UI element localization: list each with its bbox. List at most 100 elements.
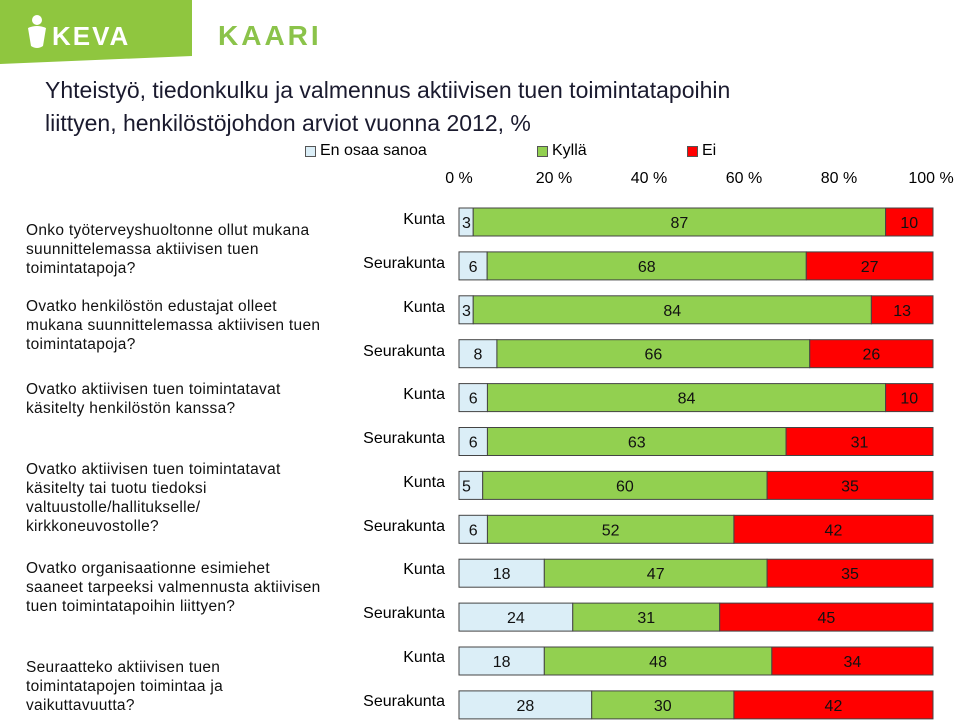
header-graphic: KEVA KAARI <box>0 0 960 64</box>
data-label: 35 <box>841 566 859 583</box>
bar-segment-kylla <box>591 690 735 720</box>
data-label: 18 <box>493 654 511 671</box>
legend: En osaa sanoa Kyllä Ei <box>0 142 960 162</box>
data-label: 66 <box>644 347 662 364</box>
row-label: Kunta <box>403 386 445 403</box>
bar-segment-kylla <box>486 383 887 413</box>
row-label: Seurakunta <box>363 430 445 447</box>
data-label: 5 <box>462 478 471 495</box>
bar-segment-kylla <box>572 602 721 632</box>
data-label: 42 <box>825 698 843 715</box>
data-label: 8 <box>474 347 483 364</box>
legend-label-ei: Ei <box>702 142 717 159</box>
question-label: Seuraatteko aktiivisen tuen toimintatapo… <box>26 659 224 714</box>
bar-segment-kylla <box>472 207 887 237</box>
data-label: 87 <box>671 215 689 232</box>
row-label: Seurakunta <box>363 605 445 622</box>
data-label: 31 <box>637 610 655 627</box>
legend-swatch-ei <box>687 145 698 157</box>
bar-segment-ei <box>766 558 934 588</box>
data-label: 6 <box>469 391 478 408</box>
question-label: Ovatko aktiivisen tuen toimintatavat käs… <box>26 461 281 535</box>
row-label: Kunta <box>403 474 445 491</box>
legend-item-en-osaa-sanoa: En osaa sanoa <box>305 142 427 160</box>
bar-segment-kylla <box>482 470 768 500</box>
bar-segment-kylla <box>486 251 807 281</box>
bar-segment-ei <box>719 602 934 632</box>
bar-segment-ei <box>809 339 934 369</box>
data-label: 31 <box>851 435 869 452</box>
question-label: Onko työterveyshuoltonne ollut mukana su… <box>26 222 310 277</box>
keva-panel <box>0 0 192 64</box>
question-label: Ovatko organisaationne esimiehet saaneet… <box>26 560 321 615</box>
data-label: 52 <box>602 522 620 539</box>
legend-item-kylla: Kyllä <box>537 142 587 160</box>
x-tick-label: 100 % <box>908 170 954 187</box>
row-label: Seurakunta <box>363 343 445 360</box>
bar-segment-ei <box>885 207 934 237</box>
keva-logo-icon <box>28 15 46 48</box>
bar-segment-kylla <box>486 514 735 544</box>
data-label: 24 <box>507 610 525 627</box>
legend-swatch-en-osaa-sanoa <box>305 145 316 157</box>
bar-segment-ei <box>885 383 934 413</box>
data-label: 6 <box>469 435 478 452</box>
data-label: 84 <box>663 303 681 320</box>
row-label: Kunta <box>403 299 445 316</box>
bar-segment-kylla <box>543 646 773 676</box>
bar-segment-en-osaa-sanoa <box>458 690 593 720</box>
legend-label-en-osaa-sanoa: En osaa sanoa <box>320 142 427 159</box>
data-label: 60 <box>616 478 634 495</box>
bar-segment-en-osaa-sanoa <box>458 558 545 588</box>
x-tick-label: 40 % <box>630 170 668 187</box>
bar-segment-en-osaa-sanoa <box>458 383 488 413</box>
data-label: 63 <box>628 435 646 452</box>
bar-segment-en-osaa-sanoa <box>458 251 488 281</box>
data-label: 10 <box>900 215 918 232</box>
row-label: Kunta <box>403 649 445 666</box>
bar-segment-ei <box>870 295 934 325</box>
data-label: 28 <box>516 698 534 715</box>
data-label: 84 <box>678 391 696 408</box>
question-label: Ovatko aktiivisen tuen toimintatavat käs… <box>26 381 281 417</box>
bar-segment-ei <box>766 470 934 500</box>
data-label: 34 <box>844 654 862 671</box>
data-label: 26 <box>862 347 880 364</box>
bar-segment-ei <box>771 646 934 676</box>
data-label: 3 <box>462 215 471 232</box>
bar-segment-ei <box>785 427 934 456</box>
title-line-2: liittyen, henkilöstöjohdon arviot vuonna… <box>45 110 531 136</box>
bar-segment-ei <box>733 690 934 720</box>
data-label: 47 <box>647 566 665 583</box>
data-label: 30 <box>654 698 672 715</box>
legend-label-kylla: Kyllä <box>552 142 587 159</box>
page-title: Yhteistyö, tiedonkulku ja valmennus akti… <box>45 74 925 140</box>
data-label: 18 <box>493 566 511 583</box>
question-label: Ovatko henkilöstön edustajat olleet muka… <box>26 298 321 353</box>
data-label: 27 <box>861 259 879 276</box>
data-label: 3 <box>462 303 471 320</box>
bar-segment-kylla <box>472 295 872 325</box>
data-label: 45 <box>817 610 835 627</box>
header: KEVA KAARI <box>0 0 960 70</box>
x-tick-label: 60 % <box>725 170 763 187</box>
legend-item-ei: Ei <box>687 142 716 160</box>
data-label: 42 <box>825 522 843 539</box>
row-label: Kunta <box>403 211 445 228</box>
row-label: Seurakunta <box>363 518 445 535</box>
bar-segment-ei <box>805 251 934 281</box>
row-label: Seurakunta <box>363 693 445 710</box>
x-tick-label: 0 % <box>445 170 473 187</box>
data-label: 6 <box>469 259 478 276</box>
x-tick-label: 80 % <box>820 170 858 187</box>
bar-segment-ei <box>733 514 934 544</box>
keva-logo-text: KEVA <box>52 21 130 51</box>
bar-segment-kylla <box>543 558 768 588</box>
data-label: 48 <box>649 654 667 671</box>
row-label: Seurakunta <box>363 255 445 272</box>
data-label: 13 <box>893 303 911 320</box>
title-line-1: Yhteistyö, tiedonkulku ja valmennus akti… <box>45 77 731 103</box>
bar-segment-en-osaa-sanoa <box>458 646 545 676</box>
x-tick-label: 20 % <box>535 170 573 187</box>
